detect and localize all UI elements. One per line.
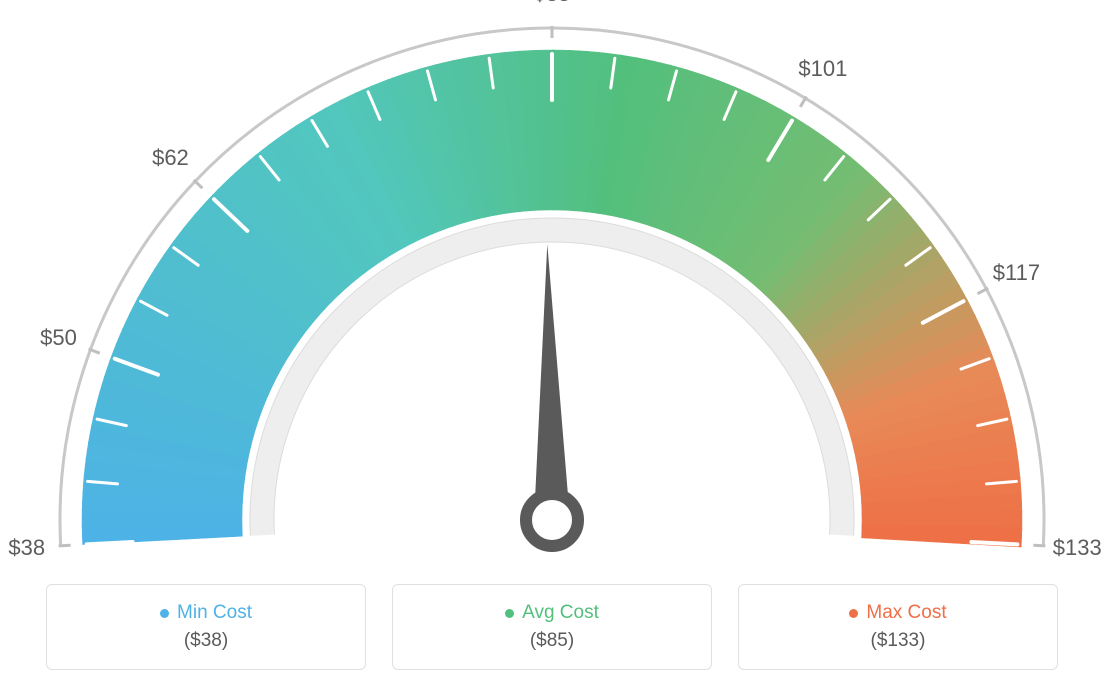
legend-card-max: Max Cost ($133) xyxy=(738,584,1058,670)
legend-dot-avg xyxy=(505,609,514,618)
legend-card-avg: Avg Cost ($85) xyxy=(392,584,712,670)
gauge-tick-label: $38 xyxy=(8,535,45,561)
legend-title-min: Min Cost xyxy=(160,602,252,624)
legend-dot-min xyxy=(160,609,169,618)
legend-row: Min Cost ($38) Avg Cost ($85) Max Cost (… xyxy=(0,584,1104,670)
gauge-svg xyxy=(0,0,1104,590)
legend-card-min: Min Cost ($38) xyxy=(46,584,366,670)
legend-title-max: Max Cost xyxy=(849,602,946,624)
legend-label-min: Min Cost xyxy=(177,602,252,624)
gauge-tick-label: $117 xyxy=(993,260,1040,286)
legend-label-avg: Avg Cost xyxy=(522,602,599,624)
legend-value-avg: ($85) xyxy=(530,630,574,652)
gauge-tick-label: $50 xyxy=(40,325,77,351)
legend-dot-max xyxy=(849,609,858,618)
legend-value-max: ($133) xyxy=(871,630,926,652)
gauge-tick-label: $101 xyxy=(798,56,847,82)
legend-value-min: ($38) xyxy=(184,630,228,652)
gauge-tick-label: $133 xyxy=(1053,535,1102,561)
legend-label-max: Max Cost xyxy=(866,602,946,624)
gauge-chart: $38 $50 $62 $85 $101 $117 $133 xyxy=(0,0,1104,570)
gauge-tick-label: $62 xyxy=(152,145,189,171)
gauge-tick-label: $85 xyxy=(534,0,571,7)
legend-title-avg: Avg Cost xyxy=(505,602,599,624)
